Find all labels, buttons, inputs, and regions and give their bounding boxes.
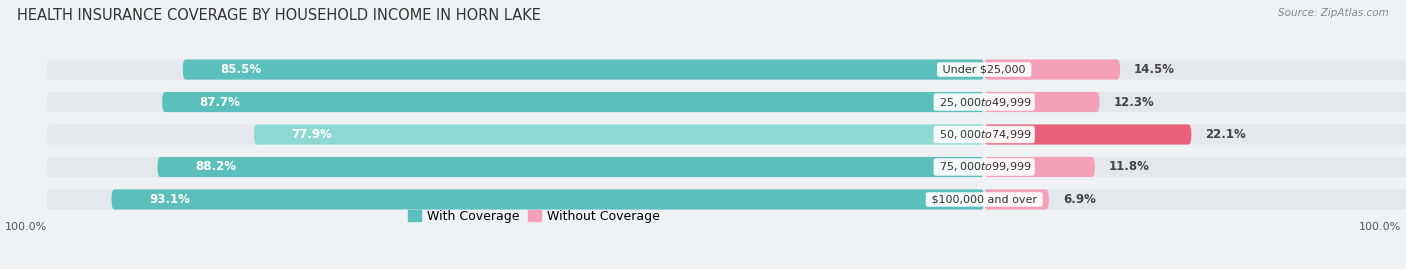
Text: 87.7%: 87.7% [200,95,240,108]
FancyBboxPatch shape [183,59,984,80]
Text: 22.1%: 22.1% [1205,128,1246,141]
FancyBboxPatch shape [46,92,1406,112]
FancyBboxPatch shape [157,157,984,177]
FancyBboxPatch shape [46,189,1406,210]
FancyBboxPatch shape [111,189,984,210]
Text: 93.1%: 93.1% [149,193,190,206]
Text: 14.5%: 14.5% [1135,63,1175,76]
Text: $25,000 to $49,999: $25,000 to $49,999 [936,95,1032,108]
Text: 100.0%: 100.0% [4,222,46,232]
FancyBboxPatch shape [984,59,1121,80]
FancyBboxPatch shape [254,125,984,144]
FancyBboxPatch shape [46,157,1406,177]
Text: Under $25,000: Under $25,000 [939,65,1029,75]
FancyBboxPatch shape [46,59,1406,80]
Text: $75,000 to $99,999: $75,000 to $99,999 [936,161,1032,174]
Text: $50,000 to $74,999: $50,000 to $74,999 [936,128,1032,141]
Text: HEALTH INSURANCE COVERAGE BY HOUSEHOLD INCOME IN HORN LAKE: HEALTH INSURANCE COVERAGE BY HOUSEHOLD I… [17,8,541,23]
FancyBboxPatch shape [46,125,1406,144]
Text: 6.9%: 6.9% [1063,193,1095,206]
Text: 12.3%: 12.3% [1114,95,1154,108]
FancyBboxPatch shape [984,92,1099,112]
Legend: With Coverage, Without Coverage: With Coverage, Without Coverage [409,210,659,223]
Text: 88.2%: 88.2% [195,161,236,174]
FancyBboxPatch shape [984,125,1191,144]
FancyBboxPatch shape [984,189,1049,210]
FancyBboxPatch shape [162,92,984,112]
Text: 100.0%: 100.0% [1360,222,1402,232]
Text: 11.8%: 11.8% [1109,161,1150,174]
Text: 85.5%: 85.5% [221,63,262,76]
Text: $100,000 and over: $100,000 and over [928,194,1040,204]
Text: Source: ZipAtlas.com: Source: ZipAtlas.com [1278,8,1389,18]
Text: 77.9%: 77.9% [291,128,332,141]
FancyBboxPatch shape [984,157,1095,177]
